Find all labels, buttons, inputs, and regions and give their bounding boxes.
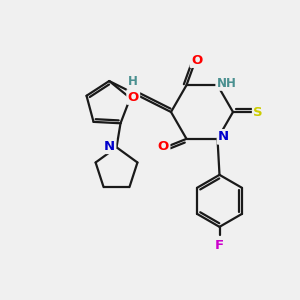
Text: N: N [218,130,229,143]
Text: S: S [253,106,263,118]
Text: N: N [104,140,115,153]
Text: NH: NH [217,77,236,90]
Text: O: O [191,54,202,67]
Text: O: O [158,140,169,153]
Text: O: O [128,91,139,103]
Text: F: F [215,239,224,252]
Text: H: H [128,76,138,88]
